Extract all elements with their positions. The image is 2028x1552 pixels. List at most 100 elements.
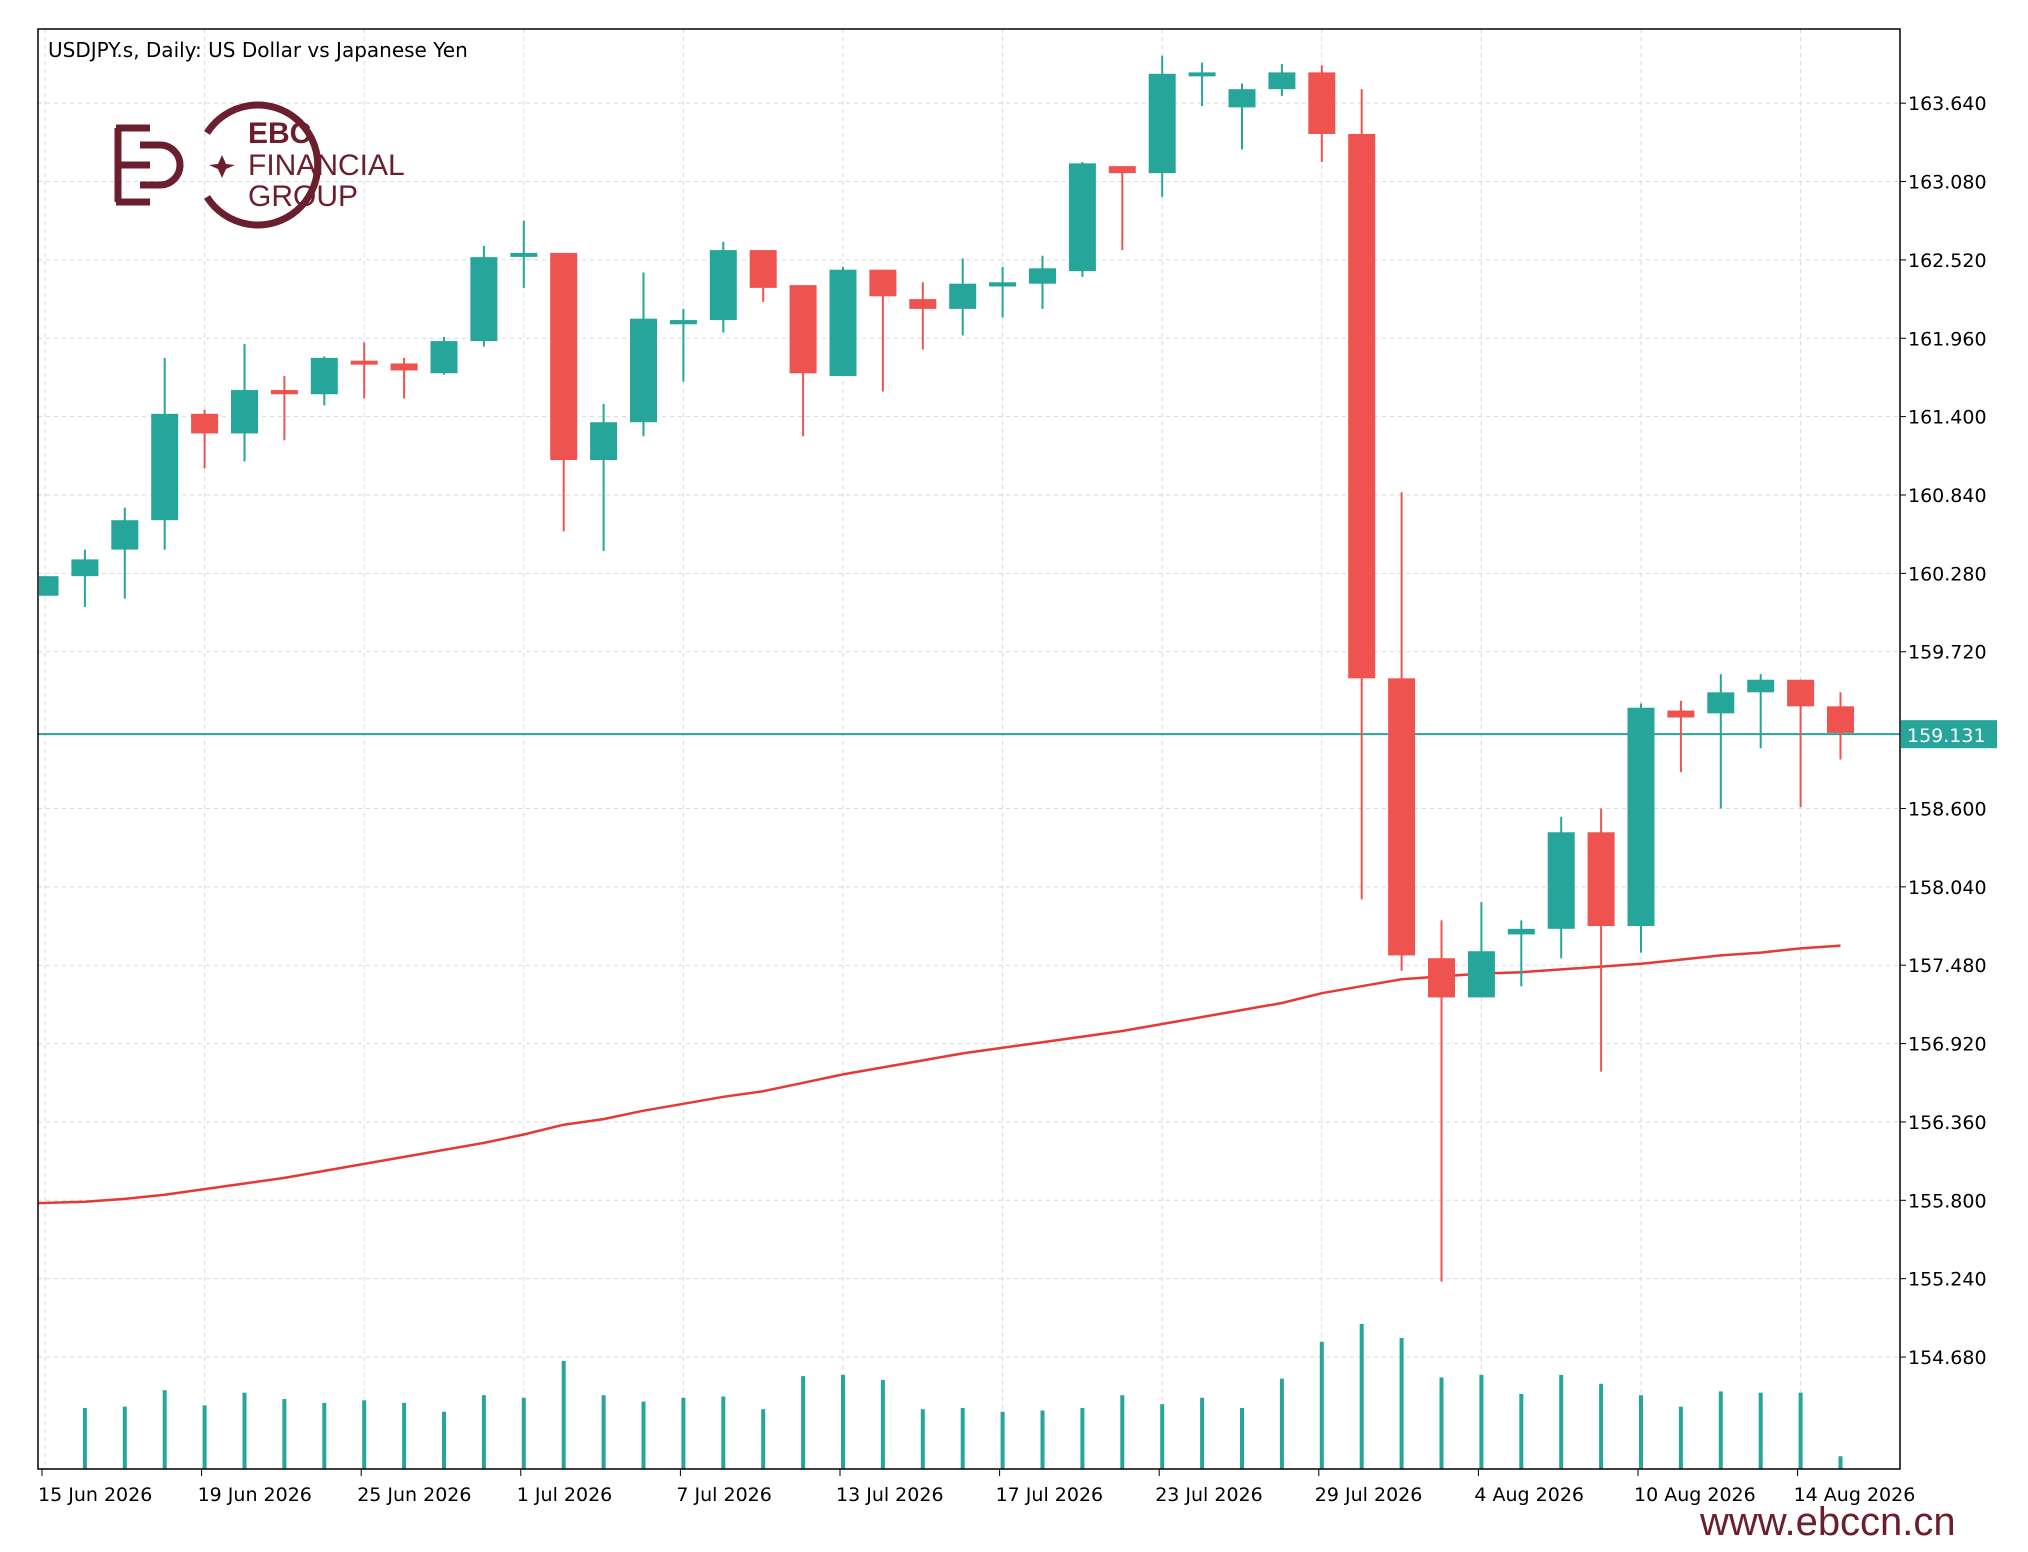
volume-bar bbox=[601, 1395, 606, 1469]
candle-body bbox=[430, 341, 458, 374]
bull-candle bbox=[510, 220, 538, 288]
candle-body bbox=[111, 520, 139, 550]
price-tick-label: 156.360 bbox=[1908, 1112, 1987, 1134]
volume-bar bbox=[1718, 1391, 1723, 1469]
bull-candle bbox=[1268, 63, 1296, 97]
volume-bar bbox=[801, 1376, 806, 1469]
volume-bar bbox=[1160, 1404, 1165, 1469]
volume-bar bbox=[1639, 1395, 1643, 1469]
candle-body bbox=[1667, 710, 1695, 718]
price-badge-label: 159.131 bbox=[1907, 725, 1986, 747]
bear-candle bbox=[350, 342, 378, 399]
price-tick-label: 161.400 bbox=[1908, 407, 1987, 429]
price-tick-label: 158.600 bbox=[1908, 798, 1987, 820]
volume-bar bbox=[561, 1360, 566, 1469]
candle-body bbox=[949, 283, 977, 309]
price-tick-label: 158.040 bbox=[1908, 877, 1987, 899]
candle-body bbox=[151, 413, 179, 521]
candle-body bbox=[39, 576, 59, 596]
candle-body bbox=[1108, 166, 1136, 174]
bull-candle bbox=[231, 343, 258, 462]
candle-body bbox=[1627, 707, 1655, 927]
bear-candle bbox=[1587, 808, 1615, 1072]
chart-title: USDJPY.s, Daily: US Dollar vs Japanese Y… bbox=[48, 38, 468, 62]
candle-body bbox=[470, 257, 498, 342]
candle-body bbox=[1268, 72, 1296, 90]
price-tick-label: 157.480 bbox=[1908, 955, 1987, 977]
candlesticks bbox=[39, 55, 1854, 1282]
bull-candle bbox=[1467, 902, 1495, 998]
price-axis: 163.640 163.080 162.520 161.960 161.400 160.8… bbox=[1900, 93, 1987, 1369]
volume-bar bbox=[721, 1396, 726, 1469]
bull-candle bbox=[1148, 55, 1176, 197]
price-badge-box bbox=[1901, 720, 1997, 749]
candle-body bbox=[1188, 72, 1216, 77]
bear-candle bbox=[191, 409, 219, 469]
volume-bar bbox=[920, 1409, 925, 1469]
candle-body bbox=[909, 299, 937, 309]
price-tick-label: 155.800 bbox=[1908, 1190, 1987, 1212]
date-tick-label: 17 Jul 2026 bbox=[996, 1484, 1104, 1506]
bull-candle bbox=[111, 507, 139, 599]
candle-body bbox=[1587, 832, 1615, 927]
candle-body bbox=[1228, 89, 1256, 108]
candle-body bbox=[1787, 679, 1815, 707]
volume-bar bbox=[1359, 1324, 1364, 1469]
volume-bar bbox=[1798, 1392, 1803, 1469]
volume-bar bbox=[242, 1392, 247, 1469]
bear-candle bbox=[270, 376, 298, 441]
candle-body bbox=[1148, 73, 1176, 174]
candle-body bbox=[1388, 678, 1416, 956]
volume-bar bbox=[1200, 1397, 1205, 1469]
bear-candle bbox=[789, 285, 817, 437]
bear-candle bbox=[1388, 492, 1416, 971]
date-tick-label: 14 Aug 2026 bbox=[1794, 1484, 1916, 1506]
ebc-logo-emblem-icon bbox=[114, 101, 322, 229]
date-tick-label: 13 Jul 2026 bbox=[836, 1484, 944, 1506]
volume-bar bbox=[1080, 1407, 1085, 1469]
bear-candle bbox=[1348, 89, 1376, 900]
date-tick-label: 19 Jun 2026 bbox=[198, 1484, 312, 1506]
brand-line-1: EBC bbox=[248, 117, 311, 150]
bear-candle bbox=[1827, 692, 1854, 760]
bull-candle bbox=[590, 404, 618, 551]
volume-bar bbox=[1758, 1392, 1763, 1469]
candle-body bbox=[1068, 163, 1096, 272]
candle-body bbox=[310, 357, 338, 395]
volume-bar bbox=[362, 1400, 367, 1469]
brand-line-2: FINANCIAL bbox=[248, 149, 405, 182]
bear-candle bbox=[390, 357, 418, 399]
price-tick-label: 160.840 bbox=[1908, 485, 1987, 507]
candle-body bbox=[390, 363, 418, 371]
volume-bar bbox=[1279, 1378, 1284, 1469]
bear-candle bbox=[749, 250, 777, 302]
price-tick-label: 154.680 bbox=[1908, 1347, 1987, 1369]
candle-body bbox=[829, 269, 857, 377]
candle-body bbox=[709, 250, 737, 321]
price-tick-label: 160.280 bbox=[1908, 563, 1987, 585]
price-tick-label: 159.720 bbox=[1908, 642, 1987, 664]
candle-body bbox=[350, 360, 378, 365]
brand-line-3: GROUP bbox=[248, 180, 358, 213]
price-tick-label: 156.920 bbox=[1908, 1034, 1987, 1056]
price-tick-label: 162.520 bbox=[1908, 250, 1987, 272]
date-tick-label: 7 Jul 2026 bbox=[676, 1484, 771, 1506]
volume-bars bbox=[82, 1324, 1843, 1469]
volume-bar bbox=[82, 1407, 87, 1469]
volume-bar bbox=[1838, 1456, 1843, 1469]
volume-bar bbox=[122, 1406, 127, 1469]
candle-body bbox=[1707, 692, 1735, 714]
bull-candle bbox=[39, 576, 59, 596]
candle-body bbox=[1507, 928, 1535, 935]
price-tick-label: 161.960 bbox=[1908, 328, 1987, 350]
candle-body bbox=[191, 413, 219, 434]
candle-body bbox=[749, 250, 777, 288]
website-watermark: www.ebccn.cn bbox=[1699, 1500, 1956, 1544]
bear-candle bbox=[909, 282, 937, 350]
bear-candle bbox=[550, 252, 578, 532]
date-tick-label: 1 Jul 2026 bbox=[517, 1484, 612, 1506]
candle-body bbox=[1428, 958, 1455, 998]
date-tick-label: 29 Jul 2026 bbox=[1315, 1484, 1423, 1506]
volume-bar bbox=[880, 1379, 885, 1469]
